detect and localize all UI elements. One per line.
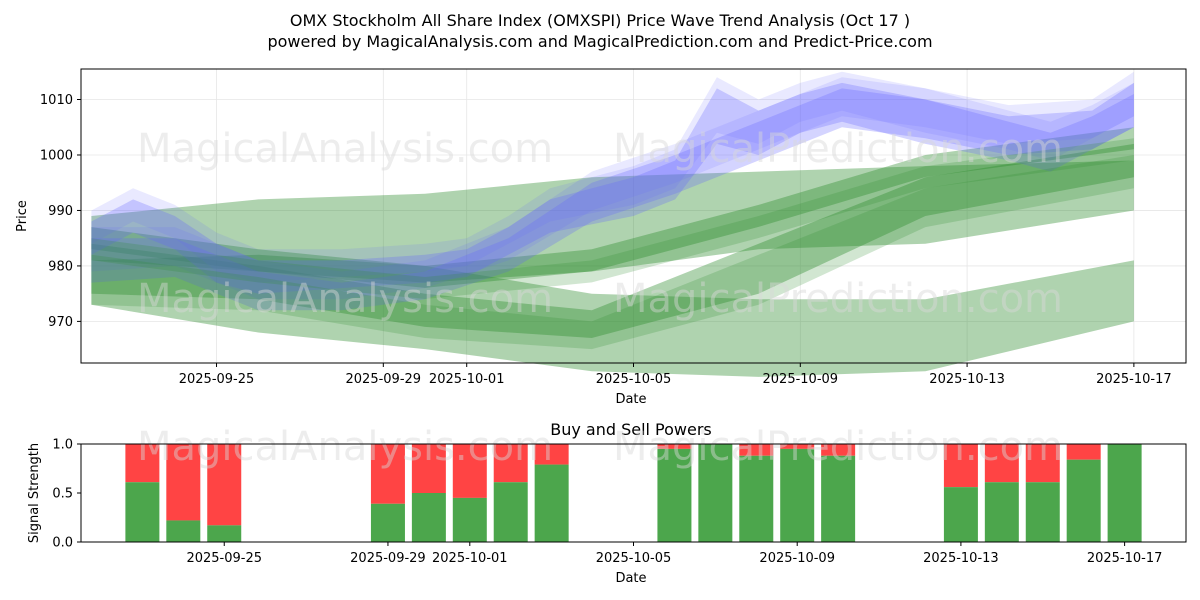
sell-power-bar xyxy=(534,444,569,465)
sell-power-bar xyxy=(780,444,815,449)
signal-x-tick-label: 2025-10-09 xyxy=(759,551,835,566)
watermark-5: MagicalAnalysis.com xyxy=(137,424,553,470)
watermark-1: MagicalAnalysis.com xyxy=(137,126,553,172)
price-x-ticks: 2025-09-25 2025-09-29 2025-10-01 2025-10-05… xyxy=(179,363,1172,387)
price-x-tick-label: 2025-09-29 xyxy=(346,372,422,387)
buy-power-bar xyxy=(452,497,487,542)
green-forecast-band xyxy=(91,127,1134,288)
sell-power-bar xyxy=(452,444,487,498)
signal-y-label: Signal Strength xyxy=(27,443,42,543)
chart-subtitle: powered by MagicalAnalysis.com and Magic… xyxy=(267,32,932,51)
price-y-tick-label: 1010 xyxy=(40,93,73,108)
signal-x-ticks: 2025-09-25 2025-09-29 2025-10-01 2025-10-05… xyxy=(186,542,1162,566)
sell-power-bar xyxy=(370,444,405,504)
price-x-tick-label: 2025-10-17 xyxy=(1096,372,1172,387)
price-x-tick-label: 2025-09-25 xyxy=(179,372,255,387)
blue-wave-band xyxy=(91,82,1134,294)
price-x-label: Date xyxy=(615,392,646,407)
sell-power-bar xyxy=(493,444,528,483)
sell-power-bar xyxy=(1025,444,1060,483)
sell-power-bar xyxy=(984,444,1019,483)
sell-power-bar xyxy=(943,444,978,488)
buy-power-bar xyxy=(657,448,692,542)
price-x-tick-label: 2025-10-09 xyxy=(763,372,839,387)
buy-power-bar xyxy=(411,493,446,542)
sell-power-bar xyxy=(657,444,692,449)
buy-power-bar xyxy=(1107,444,1142,542)
green-forecast-band xyxy=(91,143,1134,338)
watermark-4: MagicalPrediction.com xyxy=(613,276,1063,322)
sell-power-bar xyxy=(125,444,160,483)
buy-power-bar xyxy=(1066,459,1101,542)
green-forecast-band xyxy=(91,160,1134,283)
signal-x-tick-label: 2025-09-25 xyxy=(186,551,262,566)
sell-power-bar xyxy=(739,444,774,456)
sell-power-bar xyxy=(166,444,201,521)
buy-power-bar xyxy=(1025,482,1060,542)
buy-power-bar xyxy=(370,503,405,542)
green-forecast-band xyxy=(91,254,1134,377)
price-grid xyxy=(81,69,1186,363)
price-bands xyxy=(91,71,1134,377)
watermark-3: MagicalAnalysis.com xyxy=(137,276,553,322)
watermark-6: MagicalPrediction.com xyxy=(613,424,1063,470)
buy-power-bar xyxy=(698,444,733,542)
buy-power-bar xyxy=(821,455,856,542)
blue-wave-band xyxy=(91,82,1134,311)
price-axes-frame xyxy=(80,68,1187,364)
price-y-tick-label: 970 xyxy=(48,315,73,330)
green-forecast-band-shadow xyxy=(91,155,1134,350)
signal-x-tick-label: 2025-10-17 xyxy=(1087,551,1163,566)
signal-title: Buy and Sell Powers xyxy=(550,420,712,439)
price-y-ticks: 970 980 990 1000 1010 xyxy=(40,93,81,330)
signal-x-tick-label: 2025-10-05 xyxy=(596,551,672,566)
green-forecast-band-shadow xyxy=(91,138,1134,299)
signal-y-tick-label: 0.0 xyxy=(52,536,73,551)
buy-power-bar xyxy=(739,455,774,542)
chart-title: OMX Stockholm All Share Index (OMXSPI) P… xyxy=(290,11,910,30)
price-x-tick-label: 2025-10-01 xyxy=(429,372,505,387)
sell-power-bar xyxy=(1066,444,1101,460)
signal-axes-frame xyxy=(80,443,1187,543)
signal-panel: Buy and Sell Powers MagicalAnalysis.com … xyxy=(27,420,1187,586)
price-y-tick-label: 1000 xyxy=(40,148,73,163)
buy-power-bar xyxy=(207,525,242,542)
signal-x-tick-label: 2025-09-29 xyxy=(350,551,426,566)
buy-power-bar xyxy=(780,448,815,542)
price-y-tick-label: 990 xyxy=(48,204,73,219)
buy-power-bar xyxy=(493,482,528,542)
sell-power-bar xyxy=(411,444,446,493)
price-y-label: Price xyxy=(15,200,30,232)
price-panel: MagicalAnalysis.com MagicalPrediction.co… xyxy=(15,68,1187,407)
buy-power-bar xyxy=(125,482,160,542)
sell-power-bar xyxy=(821,444,856,456)
blue-wave-band-shadow xyxy=(91,71,1134,300)
signal-y-tick-label: 1.0 xyxy=(52,438,73,453)
signal-x-label: Date xyxy=(615,571,646,586)
buy-power-bar xyxy=(943,487,978,542)
signal-y-tick-label: 0.5 xyxy=(52,487,73,502)
price-y-tick-label: 980 xyxy=(48,259,73,274)
price-x-tick-label: 2025-10-05 xyxy=(596,372,672,387)
buy-power-bar xyxy=(166,520,201,542)
price-x-tick-label: 2025-10-13 xyxy=(929,372,1005,387)
blue-wave-band-shadow xyxy=(91,71,1134,283)
buy-power-bar xyxy=(984,482,1019,542)
sell-power-bar xyxy=(207,444,242,526)
signal-x-tick-label: 2025-10-13 xyxy=(923,551,999,566)
watermark-2: MagicalPrediction.com xyxy=(613,126,1063,172)
signal-x-tick-label: 2025-10-01 xyxy=(432,551,508,566)
signal-y-ticks: 0.0 0.5 1.0 xyxy=(52,438,81,551)
signal-bars xyxy=(125,444,1142,542)
buy-power-bar xyxy=(534,464,569,542)
